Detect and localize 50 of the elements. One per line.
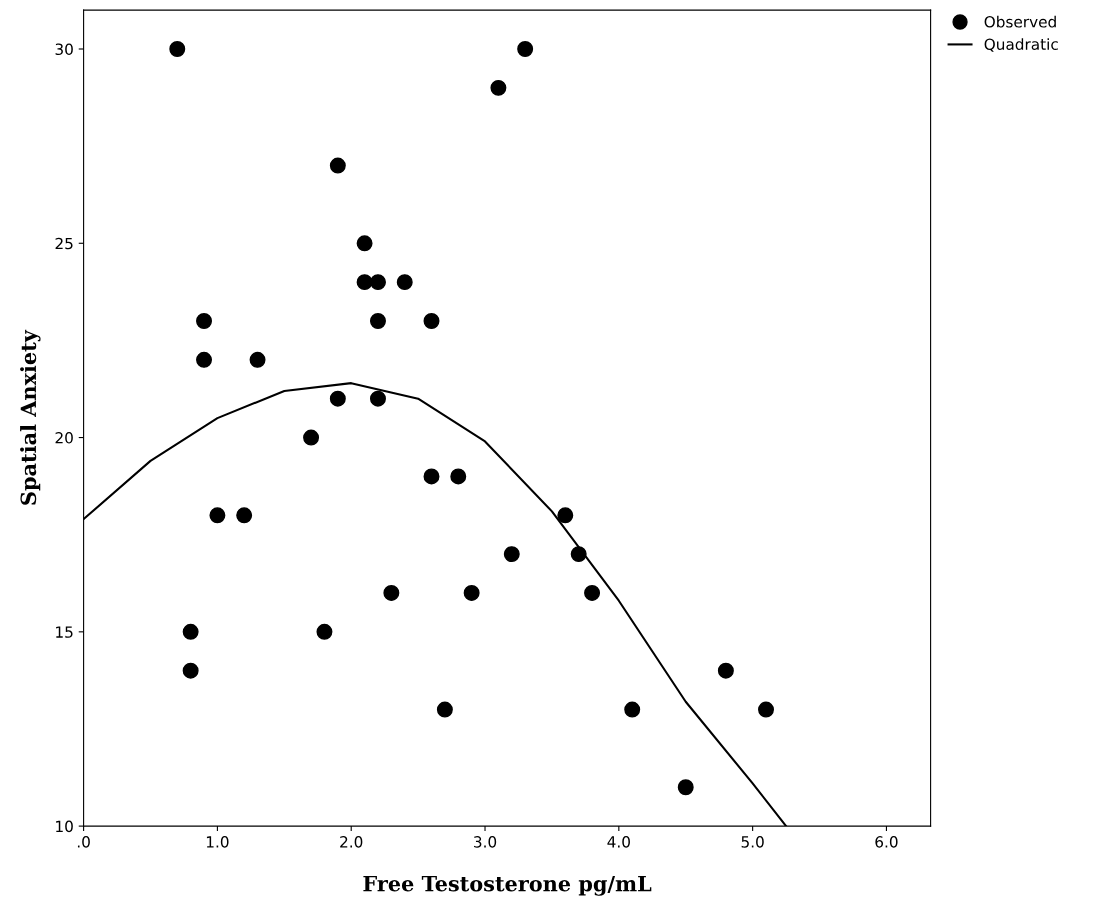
y-tick-label: 20 xyxy=(55,432,73,444)
point xyxy=(236,507,253,524)
point xyxy=(624,701,641,718)
legend-label: Observed xyxy=(984,15,1056,28)
point xyxy=(570,546,587,563)
point xyxy=(517,41,534,57)
point xyxy=(182,662,199,679)
point xyxy=(369,274,386,291)
point xyxy=(169,41,186,57)
point xyxy=(463,584,480,601)
point xyxy=(396,274,413,291)
point xyxy=(436,701,453,718)
point xyxy=(356,274,373,291)
point xyxy=(209,507,226,524)
point xyxy=(423,468,440,485)
y-tick-label: 25 xyxy=(55,237,73,250)
point xyxy=(423,313,440,329)
x-tick-label: 5.0 xyxy=(741,836,764,848)
point xyxy=(196,351,213,368)
point xyxy=(316,623,333,640)
point xyxy=(369,390,386,407)
point xyxy=(329,390,346,407)
point xyxy=(584,584,601,601)
point xyxy=(758,701,774,718)
point xyxy=(369,313,386,329)
y-tick-label: 10 xyxy=(56,820,73,833)
point xyxy=(329,157,346,174)
point xyxy=(490,79,507,96)
x-tick-label: 2.0 xyxy=(340,836,363,848)
x-axis-title: Free Testosterone pg/mL xyxy=(363,875,652,896)
point xyxy=(249,351,266,368)
x-tick-label: 1.0 xyxy=(206,836,229,848)
point xyxy=(717,662,734,679)
point xyxy=(356,235,373,252)
point xyxy=(182,623,199,640)
y-tick-label: 30 xyxy=(55,43,73,56)
y-tick-label: 15 xyxy=(56,626,73,638)
y-axis-title: Spatial Anxiety xyxy=(20,329,41,505)
point xyxy=(557,507,574,524)
x-tick-label: 6.0 xyxy=(875,836,898,848)
point xyxy=(503,546,520,563)
point xyxy=(383,584,400,601)
point xyxy=(677,779,694,796)
legend-label: Quadratic xyxy=(984,38,1058,52)
x-tick-label: .0 xyxy=(77,836,90,848)
x-tick-label: 3.0 xyxy=(474,836,497,848)
point xyxy=(303,429,320,446)
point xyxy=(196,313,213,329)
x-tick-label: 4.0 xyxy=(607,836,630,848)
point xyxy=(450,468,467,485)
